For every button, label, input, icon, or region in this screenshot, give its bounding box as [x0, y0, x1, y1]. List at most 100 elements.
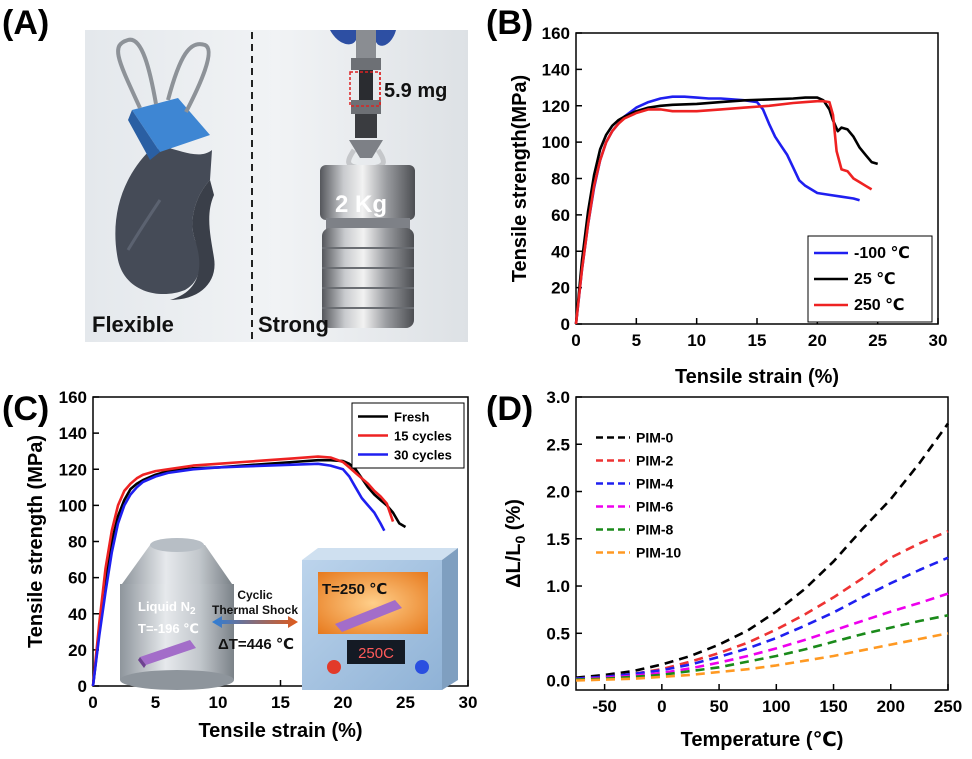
chart-b-strain-temperature: 0 5 10 15 20 25 30 0 20 40 60 80 100 120 140 160 Tensil… — [509, 24, 947, 388]
chart-c-y-tick-label: 20 — [68, 641, 87, 660]
chart-c-y-tick-label: 160 — [59, 388, 87, 407]
chart-c-legend-label: 15 cycles — [394, 429, 452, 444]
chart-c-x-tick-label: 30 — [459, 693, 478, 712]
chart-b-x-label: Tensile strain (%) — [675, 366, 839, 388]
cyclic-label: Cyclic — [237, 588, 273, 602]
chart-b-legend: -100 ℃ 25 ℃ 250 ℃ — [807, 235, 933, 323]
photo-panel: Flexible Strong 2 Kg 5.9 mg — [85, 30, 468, 342]
chart-c-x-tick-label: 25 — [396, 693, 415, 712]
oven-temperature-label: T=250 ℃ — [322, 581, 387, 598]
chart-d-legend-label: PIM-2 — [636, 453, 674, 469]
chart-c-x-tick-label: 10 — [209, 693, 228, 712]
chart-b-x-tick-label: 5 — [632, 331, 641, 350]
chart-b-series-3 — [574, 99, 873, 325]
chart-d-thermal-expansion: -50 0 50 100 150 200 2500.00.51.01.52.02.53.0 … — [503, 388, 962, 751]
thermal-shock-label: Thermal Shock — [212, 603, 298, 617]
chart-b-legend-label: -100 ℃ — [854, 245, 910, 262]
chart-b-legend-label: 25 ℃ — [854, 271, 896, 288]
chart-c-y-tick-label: 0 — [78, 677, 87, 696]
chart-c-x-tick-label: 5 — [151, 693, 160, 712]
chart-b-y-tick-label: 20 — [551, 279, 570, 298]
chart-d-y-tick-label: 1.0 — [546, 577, 570, 596]
chart-c-x-tick-label: 0 — [88, 693, 97, 712]
chart-d-x-tick-label: 50 — [710, 697, 729, 716]
chart-c-y-label: Tensile strength (MPa) — [25, 435, 47, 648]
chart-b-y-tick-label: 40 — [551, 242, 570, 261]
chart-d-x-tick-label: 250 — [934, 697, 962, 716]
chart-c-y-tick-label: 140 — [59, 424, 87, 443]
chart-d-frame — [575, 396, 949, 691]
chart-c-y-tick-label: 120 — [59, 460, 87, 479]
chart-c-x-tick-label: 20 — [334, 693, 353, 712]
chart-b-y-tick-label: 60 — [551, 206, 570, 225]
chart-b-x-tick-label: 0 — [571, 331, 580, 350]
chart-d-y-tick-label: 0.0 — [546, 672, 570, 691]
chart-d-series-6 — [575, 632, 949, 682]
chart-b-series-2 — [574, 96, 879, 325]
liquid-nitrogen-tank — [120, 538, 234, 690]
liquid-nitrogen-temp: T=-196 ℃ — [138, 621, 199, 636]
chart-b-legend-label: 250 ℃ — [854, 297, 905, 314]
chart-d-y-tick-label: 2.5 — [546, 435, 570, 454]
chart-d-y-label: ΔL/L0 (%) — [503, 499, 528, 588]
chart-b-x-tick-label: 15 — [748, 331, 767, 350]
chart-d-series-3 — [575, 556, 949, 680]
oven-illustration: 250C — [302, 548, 458, 690]
weight-label: 2 Kg — [335, 191, 387, 218]
chart-c-strain-cycles: 0 5 10 15 20 25 30 0 20 40 60 80 100 120 140 160 Liquid… — [25, 388, 477, 742]
chart-c-series-1 — [91, 458, 407, 687]
chart-b-x-tick-label: 25 — [868, 331, 887, 350]
chart-d-legend-label: PIM-0 — [636, 430, 674, 446]
chart-d-x-tick-label: 100 — [762, 697, 790, 716]
chart-c-y-tick-label: 60 — [68, 569, 87, 588]
oven-display: 250C — [358, 645, 394, 662]
chart-b-y-tick-label: 140 — [542, 60, 570, 79]
chart-d-legend-label: PIM-10 — [636, 545, 681, 561]
chart-d-series-1 — [575, 422, 950, 679]
chart-d-x-tick-label: 0 — [657, 697, 666, 716]
chart-b-y-label: Tensile strength(MPa) — [509, 75, 531, 282]
panel-label-d: (D) — [486, 390, 533, 428]
chart-c-x-tick-label: 15 — [271, 693, 290, 712]
chart-c-y-tick-label: 100 — [59, 496, 87, 515]
double-arrow-icon — [212, 616, 298, 628]
chart-d-x-tick-label: 200 — [877, 697, 905, 716]
chart-d-legend-box — [590, 422, 708, 568]
chart-b-y-tick-label: 160 — [542, 24, 570, 43]
flexible-film-illustration — [115, 37, 215, 300]
chart-b-y-tick-label: 80 — [551, 170, 570, 189]
chart-d-x-tick-label: 150 — [819, 697, 847, 716]
chart-c-legend: Fresh 15 cycles 30 cycles — [351, 402, 465, 469]
chart-c-y-tick-label: 40 — [68, 605, 87, 624]
sample-mass-label: 5.9 mg — [384, 80, 447, 102]
strong-label: Strong — [258, 312, 329, 337]
liquid-nitrogen-label: Liquid N2 — [138, 599, 196, 617]
chart-d-y-tick-label: 2.0 — [546, 483, 570, 502]
chart-b-y-tick-label: 0 — [561, 315, 570, 334]
chart-d-x-tick-label: -50 — [592, 697, 617, 716]
chart-b-y-tick-label: 120 — [542, 97, 570, 116]
chart-d-legend-label: PIM-6 — [636, 499, 674, 515]
chart-d-y-tick-label: 3.0 — [546, 388, 570, 407]
chart-c-series-2 — [91, 455, 395, 687]
chart-b-x-tick-label: 10 — [687, 331, 706, 350]
chart-c-series-3 — [91, 462, 386, 687]
chart-c-x-label: Tensile strain (%) — [198, 720, 362, 742]
chart-d-x-label: Temperature (℃) — [681, 729, 844, 751]
panel-label-a: (A) — [2, 4, 49, 42]
chart-c-legend-label: 30 cycles — [394, 448, 452, 463]
panel-label-c: (C) — [2, 390, 49, 428]
chart-d-y-tick-label: 0.5 — [546, 624, 570, 643]
chart-c-y-tick-label: 80 — [68, 533, 87, 552]
thermal-shock-inset: Liquid N2 T=-196 ℃ Cyclic Thermal Shock … — [120, 538, 458, 690]
chart-b-x-tick-label: 20 — [808, 331, 827, 350]
chart-d-legend: PIM-0 PIM-2 PIM-4 PIM-6 PIM-8 PIM-10 — [590, 422, 708, 568]
chart-b-x-tick-label: 30 — [929, 331, 948, 350]
chart-d-y-tick-label: 1.5 — [546, 530, 570, 549]
chart-d-legend-label: PIM-8 — [636, 522, 674, 538]
flexible-label: Flexible — [92, 312, 174, 337]
delta-temperature-label: ΔT=446 ℃ — [218, 636, 294, 653]
panel-label-b: (B) — [486, 4, 533, 42]
chart-b-y-tick-label: 100 — [542, 133, 570, 152]
